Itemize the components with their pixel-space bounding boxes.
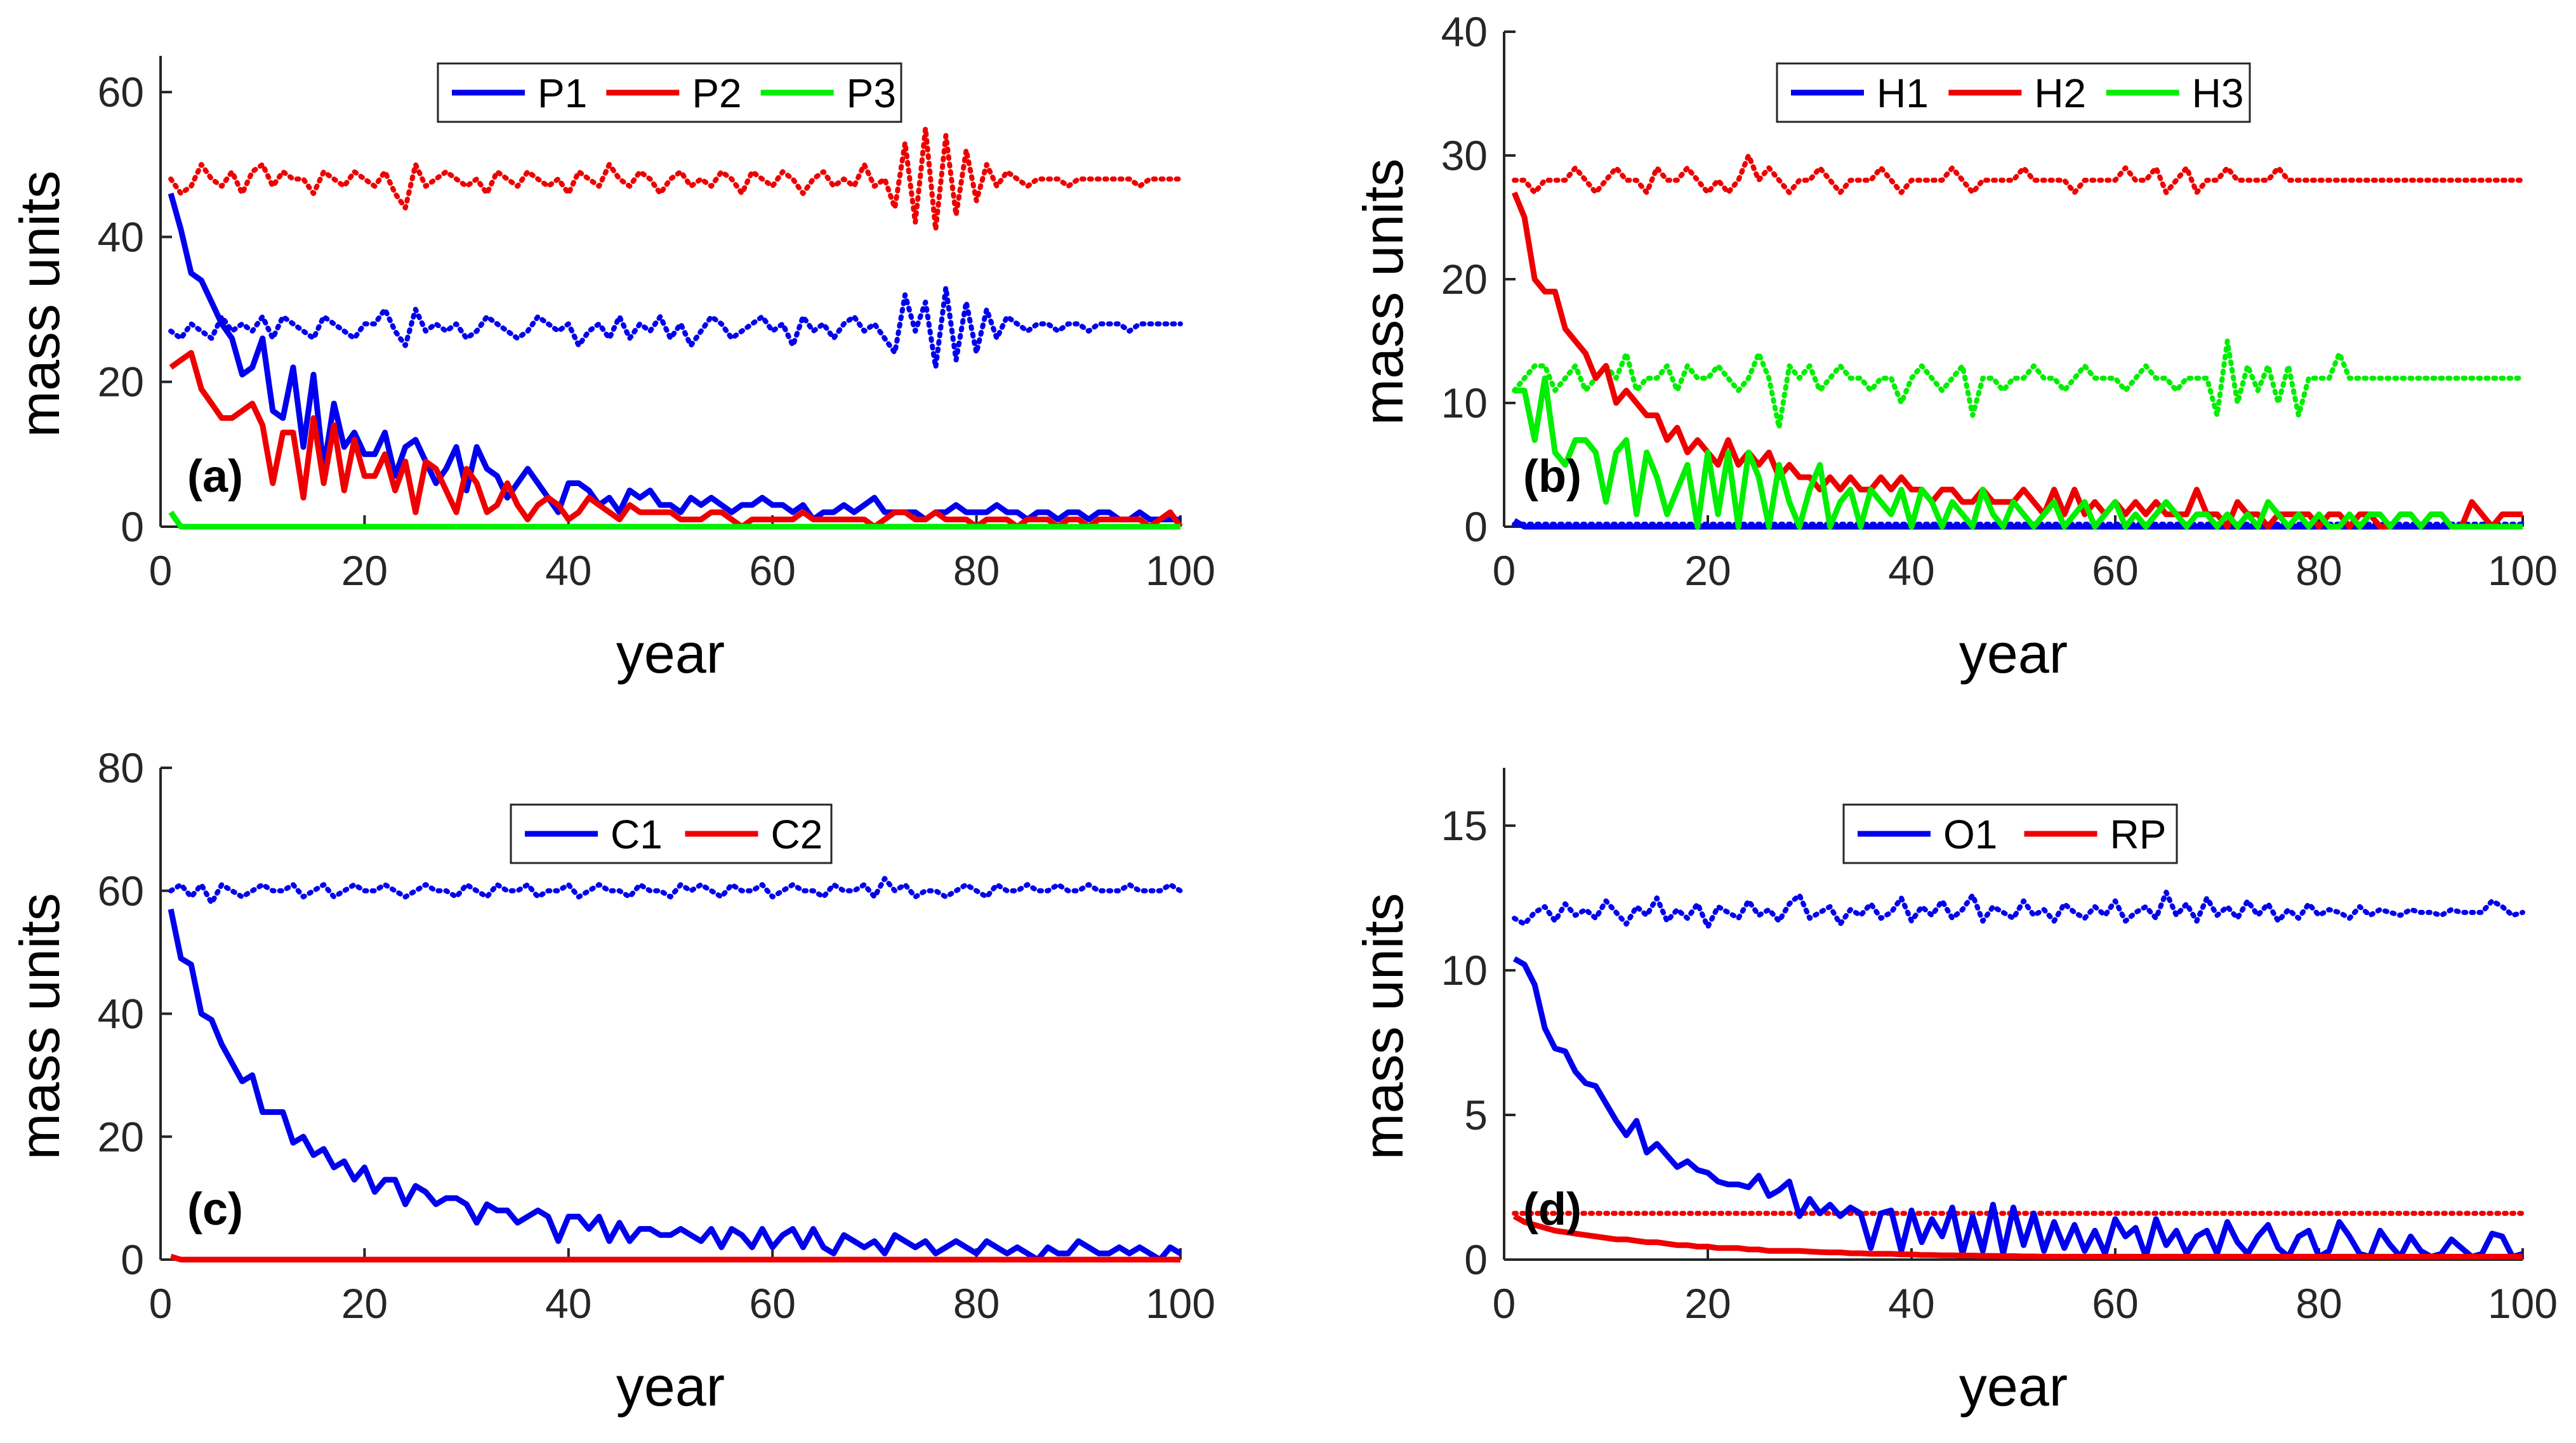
x-tick-label: 0 (1493, 1280, 1516, 1327)
x-tick-label: 60 (2092, 547, 2138, 594)
y-tick-label: 40 (98, 213, 144, 260)
x-tick-label: 80 (2295, 1280, 2342, 1327)
x-tick-label: 0 (149, 1280, 173, 1327)
legend-label: RP (2110, 812, 2167, 857)
series-line-c1-dotted (168, 876, 1183, 906)
x-tick-label: 40 (545, 1280, 591, 1327)
legend-label: O1 (1943, 812, 1997, 857)
x-tick-label: 80 (2295, 547, 2342, 594)
x-tick-label: 0 (1493, 547, 1516, 594)
y-tick-label: 20 (1441, 256, 1488, 303)
chart-panel-c: 0 20 40 60 80 100 0 20 40 60 80 year mass units (c) C1… (8, 744, 1215, 1418)
x-tick-label: 100 (2488, 1280, 2558, 1327)
chart-panel-b: 0 20 40 60 80 100 0 10 20 30 40 year mass units (b) H1… (1352, 8, 2558, 685)
y-axis-label: mass units (1352, 893, 1415, 1160)
x-tick-label: 20 (341, 1280, 388, 1327)
legend-label: H3 (2192, 70, 2244, 116)
legend-label: P1 (538, 70, 587, 116)
series-line-h1 (1512, 518, 2523, 530)
legend-label: H2 (2034, 70, 2086, 116)
y-tick-label: 60 (98, 867, 144, 914)
series-line-h3-dotted (1512, 338, 2525, 430)
y-tick-label: 30 (1441, 132, 1488, 179)
y-tick-label: 5 (1464, 1091, 1488, 1138)
series-line-o1-dotted (1512, 890, 2525, 930)
y-tick-label: 80 (98, 744, 144, 791)
x-tick-label: 0 (149, 547, 173, 594)
x-tick-label: 40 (1888, 1280, 1934, 1327)
x-tick-label: 40 (1888, 547, 1934, 594)
y-tick-label: 0 (121, 1236, 144, 1283)
series-line-p2-dotted (168, 126, 1183, 232)
x-axis-label: year (616, 622, 725, 685)
x-tick-label: 40 (545, 547, 591, 594)
panel-label: (c) (187, 1184, 243, 1235)
y-axis-label: mass units (1352, 159, 1415, 426)
y-tick-label: 0 (1464, 1236, 1488, 1283)
y-tick-label: 10 (1441, 947, 1488, 994)
x-tick-label: 60 (2092, 1280, 2138, 1327)
y-tick-label: 20 (98, 1113, 144, 1160)
series-line-rp (1512, 1213, 2523, 1260)
series-line-c2 (169, 1253, 1180, 1263)
x-tick-label: 80 (953, 1280, 1000, 1327)
series-line-h3 (1514, 375, 2523, 530)
panel-label: (a) (187, 451, 243, 502)
legend: O1 RP (1842, 803, 2178, 864)
y-tick-label: 15 (1441, 802, 1488, 849)
x-tick-label: 20 (1684, 1280, 1731, 1327)
y-tick-label: 60 (98, 69, 144, 115)
x-axis-label: year (1959, 622, 2068, 685)
legend: H1 H2 H3 (1776, 62, 2251, 123)
legend-label: P3 (847, 70, 896, 116)
y-tick-label: 0 (121, 503, 144, 550)
series-line-p3 (168, 510, 1180, 530)
series-line-o1 (1512, 956, 2524, 1260)
y-tick-label: 40 (1441, 8, 1488, 55)
legend: C1 C2 (510, 803, 833, 864)
series-line-c1 (168, 908, 1182, 1263)
x-tick-label: 100 (2488, 547, 2558, 594)
x-tick-label: 100 (1146, 547, 1215, 594)
x-tick-label: 100 (1146, 1280, 1215, 1327)
series-line-h2 (1511, 191, 2523, 530)
series-line-h2-dotted (1512, 153, 2525, 195)
series-line-p2 (169, 350, 1183, 530)
x-tick-label: 60 (749, 547, 795, 594)
x-tick-label: 60 (749, 1280, 795, 1327)
x-axis-label: year (1959, 1355, 2068, 1418)
y-axis-label: mass units (8, 171, 71, 438)
legend-label: C1 (611, 812, 663, 857)
panel-label: (d) (1523, 1184, 1582, 1235)
x-tick-label: 20 (341, 547, 388, 594)
series-line-p1 (168, 192, 1180, 523)
x-axis-label: year (616, 1355, 725, 1418)
chart-panel-a: 0 20 40 60 80 100 0 20 40 60 year mass units (a) P1 P2… (8, 56, 1215, 685)
legend-label: H1 (1877, 70, 1929, 116)
x-tick-label: 20 (1684, 547, 1731, 594)
x-tick-label: 80 (953, 547, 1000, 594)
y-tick-label: 40 (98, 991, 144, 1038)
y-tick-label: 10 (1441, 379, 1488, 426)
y-tick-label: 20 (98, 359, 144, 405)
legend: P1 P2 P3 (437, 62, 902, 123)
chart-panel-d: 0 20 40 60 80 100 0 5 10 15 year mass units (d) O1 RP (1352, 768, 2558, 1418)
y-axis-label: mass units (8, 893, 71, 1160)
legend-label: P2 (692, 70, 741, 116)
legend-label: C2 (771, 812, 823, 857)
panel-label: (b) (1523, 451, 1582, 502)
series-line-p1-dotted (168, 285, 1183, 370)
y-tick-label: 0 (1464, 503, 1488, 550)
